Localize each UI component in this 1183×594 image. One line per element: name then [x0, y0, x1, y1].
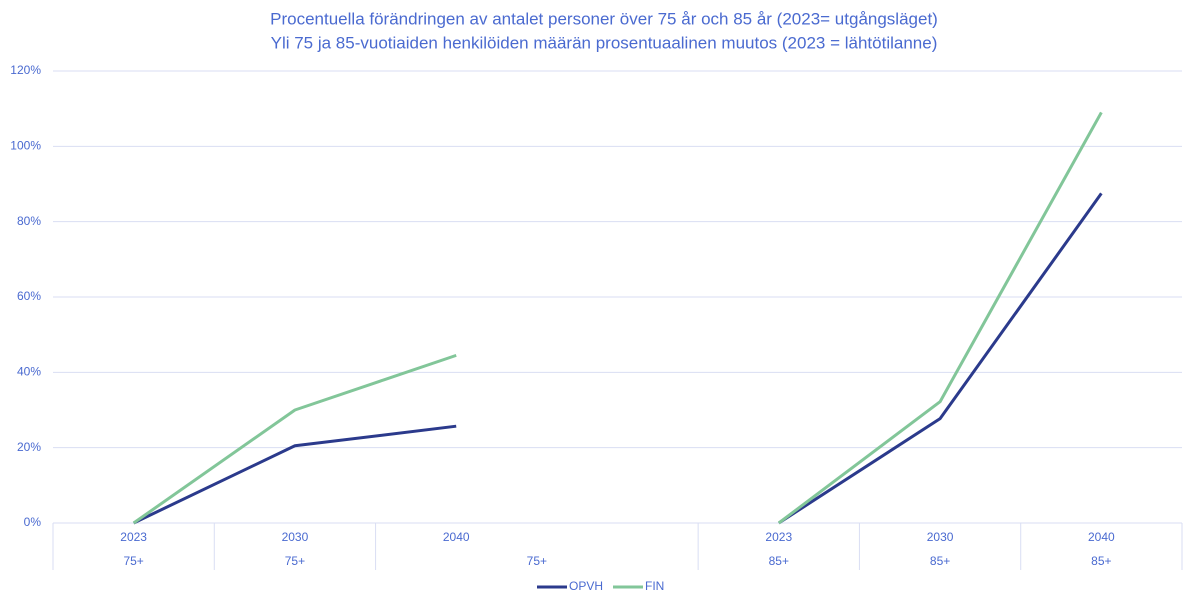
y-tick-label: 120% [10, 63, 41, 77]
x-group-label: 75+ [527, 554, 547, 568]
y-tick-label: 20% [17, 440, 41, 454]
series-line [777, 192, 1103, 525]
x-group-label: 85+ [1091, 554, 1111, 568]
x-tick-label: 2023 [765, 530, 792, 544]
x-group-label: 85+ [930, 554, 950, 568]
x-tick-label: 2040 [443, 530, 470, 544]
x-group-label: 85+ [769, 554, 789, 568]
x-tick-label: 2030 [927, 530, 954, 544]
y-tick-label: 60% [17, 289, 41, 303]
series-line [132, 353, 457, 525]
x-tick-label: 2030 [282, 530, 309, 544]
y-tick-label: 0% [24, 515, 42, 529]
series-line [777, 111, 1103, 525]
x-tick-label: 2023 [120, 530, 147, 544]
x-tick-label: 2040 [1088, 530, 1115, 544]
x-group-label: 75+ [285, 554, 305, 568]
y-tick-label: 40% [17, 365, 41, 379]
series-line [132, 424, 457, 525]
legend-label: FIN [645, 579, 664, 593]
chart-title: Procentuella förändringen av antalet per… [270, 9, 938, 28]
y-tick-label: 80% [17, 214, 41, 228]
legend-label: OPVH [569, 579, 603, 593]
chart-subtitle: Yli 75 ja 85-vuotiaiden henkilöiden määr… [271, 33, 938, 52]
x-group-label: 75+ [123, 554, 143, 568]
y-tick-label: 100% [10, 139, 41, 153]
